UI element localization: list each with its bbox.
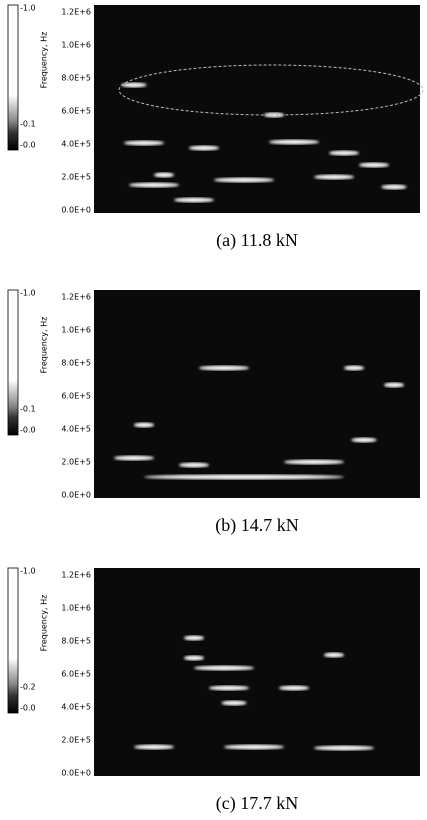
signal-streak [184,655,204,661]
colorbar-label: -0.1 [20,120,36,129]
y-tick-label: 2.0E+5 [61,173,91,182]
y-tick-label: 6.0E+5 [61,670,91,679]
caption: (b) 14.7 kN [215,515,299,536]
signal-streak [174,197,214,203]
signal-streak [314,745,374,751]
signal-streak [154,172,174,178]
y-tick-label: 0.0E+0 [61,206,91,215]
y-axis-label: Frequency, Hz [40,32,49,89]
y-tick-label: 1.2E+6 [61,571,91,580]
panel: -1.0 -0.2 -0.0 Frequency, Hz 1.2E+6 1.0E+6 8.0… [7,567,420,814]
signal-streak [179,462,209,468]
signal-streak [314,174,354,180]
colorbar-label: -1.0 [20,567,36,576]
signal-streak [351,437,377,443]
y-tick-label: 2.0E+5 [61,458,91,467]
y-axis-label: Frequency, Hz [40,595,49,652]
y-tick-label: 8.0E+5 [61,637,91,646]
signal-streak [194,665,254,671]
y-tick-label: 8.0E+5 [61,74,91,83]
colorbar-label: -0.2 [20,683,36,692]
panel: -1.0 -0.1 -0.0 Frequency, Hz 1.2E+6 1.0E+6 8.0… [7,289,420,536]
y-tick-label: 6.0E+5 [61,392,91,401]
panel: -1.0 -0.1 -0.0 Frequency, Hz 1.2E+6 1.0E+6 8.0… [7,4,424,251]
signal-streak [264,112,284,118]
colorbar [7,289,19,436]
colorbar-label: -0.0 [20,426,36,435]
signal-streak [134,422,154,428]
colorbar-label: -1.0 [20,4,36,13]
signal-streak [329,150,359,156]
y-tick-label: 2.0E+5 [61,736,91,745]
signal-streak [324,652,344,658]
spectrogram [94,568,420,776]
y-tick-label: 8.0E+5 [61,359,91,368]
signal-streak [209,685,249,691]
signal-streak [189,145,219,151]
signal-streak [124,140,164,146]
signal-streak [284,459,344,465]
signal-streak [214,177,274,183]
y-tick-label: 1.0E+6 [61,41,91,50]
signal-streak [129,182,179,188]
y-tick-label: 1.0E+6 [61,604,91,613]
y-tick-label: 0.0E+0 [61,491,91,500]
y-tick-label: 0.0E+0 [61,769,91,778]
y-axis-label: Frequency, Hz [40,317,49,374]
y-tick-label: 1.2E+6 [61,8,91,17]
signal-streak [359,162,389,168]
y-tick-label: 1.0E+6 [61,326,91,335]
signal-streak [199,365,249,371]
signal-streak [224,744,284,750]
signal-streak [134,744,174,750]
y-tick-label: 4.0E+5 [61,703,91,712]
colorbar-label: -0.1 [20,405,36,414]
colorbar [7,567,19,714]
colorbar-label: -0.0 [20,704,36,713]
y-tick-label: 6.0E+5 [61,107,91,116]
signal-streak [121,82,147,88]
signal-streak [279,685,309,691]
y-tick-label: 4.0E+5 [61,425,91,434]
highlight-ellipse [118,64,424,116]
signal-streak [221,700,247,706]
signal-streak [384,382,404,388]
y-tick-label: 1.2E+6 [61,293,91,302]
signal-streak [269,139,319,145]
caption: (c) 17.7 kN [216,793,298,814]
caption: (a) 11.8 kN [216,230,298,251]
colorbar-label: -0.0 [20,141,36,150]
spectrogram [94,290,420,498]
signal-streak [184,635,204,641]
signal-streak [144,474,344,480]
colorbar-label: -1.0 [20,289,36,298]
y-tick-label: 4.0E+5 [61,140,91,149]
signal-streak [381,184,407,190]
signal-streak [114,455,154,461]
signal-streak [344,365,364,371]
colorbar [7,4,19,151]
